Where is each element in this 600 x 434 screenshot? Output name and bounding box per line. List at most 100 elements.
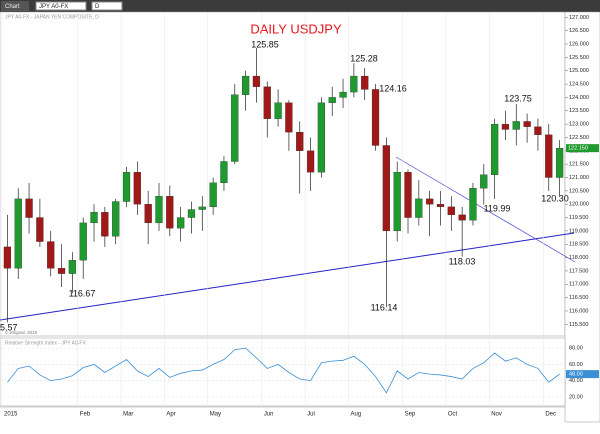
rsi-panel xyxy=(0,337,566,407)
candle-body xyxy=(79,222,87,261)
candle-body xyxy=(144,204,152,224)
x-tick-label: May xyxy=(210,412,221,418)
price-annotation: 124.16 xyxy=(379,83,407,93)
x-tick-label: Feb xyxy=(80,412,91,418)
interval-field[interactable] xyxy=(91,1,123,11)
y-tick-label: 119.000 xyxy=(569,228,588,234)
copyright: © eSignal, 2015 xyxy=(5,329,38,335)
candle-body xyxy=(339,91,347,98)
candle-body xyxy=(90,212,98,224)
candle-body xyxy=(328,97,336,103)
candle-body xyxy=(382,145,390,232)
price-annotation: 116.67 xyxy=(69,288,96,298)
trendline xyxy=(0,232,575,321)
y-tick-label: 116.500 xyxy=(569,295,588,301)
x-tick-label: Nov xyxy=(491,412,502,418)
x-tick-label: Jul xyxy=(307,412,315,418)
candle-body xyxy=(231,94,239,162)
candle-body xyxy=(3,246,12,269)
candle-body xyxy=(458,214,466,221)
rsi-last-box xyxy=(566,370,599,379)
rsi-tick-label: 80.00 xyxy=(569,346,583,352)
y-tick-label: 124.500 xyxy=(569,82,589,88)
rsi-tick-label: 60.00 xyxy=(569,362,583,368)
rsi-tick-label: 20.00 xyxy=(569,394,583,400)
candle-body xyxy=(101,212,109,237)
y-tick-label: 119.500 xyxy=(569,215,588,221)
x-tick-label: Oct xyxy=(448,412,458,418)
price-annotation: 119.99 xyxy=(484,203,511,213)
x-tick-label: Sep xyxy=(405,412,416,418)
candle-body xyxy=(112,201,120,237)
legend-text: JPY A0-FX - JAPAN YEN COMPOSITE, D xyxy=(5,14,99,20)
price-annotation: 123.75 xyxy=(504,93,532,103)
x-tick-label: Mar xyxy=(123,412,133,418)
last-price-box xyxy=(566,144,599,153)
candle-body xyxy=(469,188,477,221)
candle-body xyxy=(404,172,412,218)
x-tick-label: Apr xyxy=(166,412,175,418)
rsi-last-label: 48.00 xyxy=(569,372,583,378)
candle-body xyxy=(555,147,564,178)
y-tick-label: 118.500 xyxy=(569,242,588,248)
price-annotation: 116.14 xyxy=(371,302,398,312)
candle-body xyxy=(480,174,488,189)
last-price-label: 122.150 xyxy=(568,146,588,152)
candle-body xyxy=(25,198,33,218)
y-tick-label: 126.000 xyxy=(569,41,589,47)
candle-body xyxy=(177,217,185,229)
y-tick-label: 126.500 xyxy=(569,28,589,34)
candle-body xyxy=(545,134,553,178)
price-annotation: 5.57 xyxy=(0,322,18,332)
candle-body xyxy=(133,172,141,205)
candle-body xyxy=(166,196,174,229)
candle-body xyxy=(350,75,358,93)
candle-body xyxy=(491,123,499,175)
x-tick-label: Dec xyxy=(545,412,556,418)
rsi-legend: Relative Strength Index - JPY A0-FX xyxy=(5,340,86,346)
price-annotation: 125.85 xyxy=(251,39,279,49)
y-tick-label: 120.000 xyxy=(569,202,589,208)
y-tick-label: 121.500 xyxy=(569,162,589,168)
x-tick-label: Aug xyxy=(350,412,361,418)
candle-body xyxy=(155,196,163,224)
candle-body xyxy=(274,102,282,119)
candle-body xyxy=(241,75,250,95)
candle-body xyxy=(415,198,423,218)
candle-body xyxy=(501,123,510,130)
x-tick-label: Jun xyxy=(264,412,274,418)
candle-body xyxy=(122,172,131,202)
price-panel xyxy=(0,11,566,337)
candle-body xyxy=(371,89,380,146)
y-tick-label: 123.000 xyxy=(569,122,589,128)
candle-body xyxy=(187,209,196,218)
chart-title: DAILY USDJPY xyxy=(250,21,342,36)
y-tick-label: 123.500 xyxy=(569,108,589,114)
candle-body xyxy=(220,161,228,183)
symbol-field[interactable] xyxy=(35,1,87,11)
y-tick-label: 125.500 xyxy=(569,55,589,61)
candle-body xyxy=(426,198,434,205)
toolbar xyxy=(0,0,600,12)
chart-tab[interactable] xyxy=(1,1,29,11)
tab-label: Chart xyxy=(5,4,20,10)
price-annotation: 125.28 xyxy=(350,53,378,63)
candle-body xyxy=(534,126,542,135)
y-tick-label: 117.000 xyxy=(569,282,588,288)
candle-body xyxy=(361,75,369,90)
y-tick-label: 127.000 xyxy=(569,15,589,21)
candle-body xyxy=(68,260,76,274)
y-tick-label: 124.000 xyxy=(569,95,589,101)
candle-body xyxy=(523,121,531,127)
candle-body xyxy=(306,150,315,173)
y-tick-label: 125.000 xyxy=(569,68,589,74)
candle-body xyxy=(393,172,401,232)
rsi-tick-label: 40.00 xyxy=(569,378,583,384)
candle-body xyxy=(447,206,455,216)
rsi-line xyxy=(7,347,560,394)
interval-text: D xyxy=(95,4,100,10)
symbol-text: JPY A0-FX xyxy=(39,4,68,10)
candle-body xyxy=(436,204,445,208)
y-tick-label: 122.500 xyxy=(569,135,589,141)
price-axis xyxy=(564,11,600,423)
